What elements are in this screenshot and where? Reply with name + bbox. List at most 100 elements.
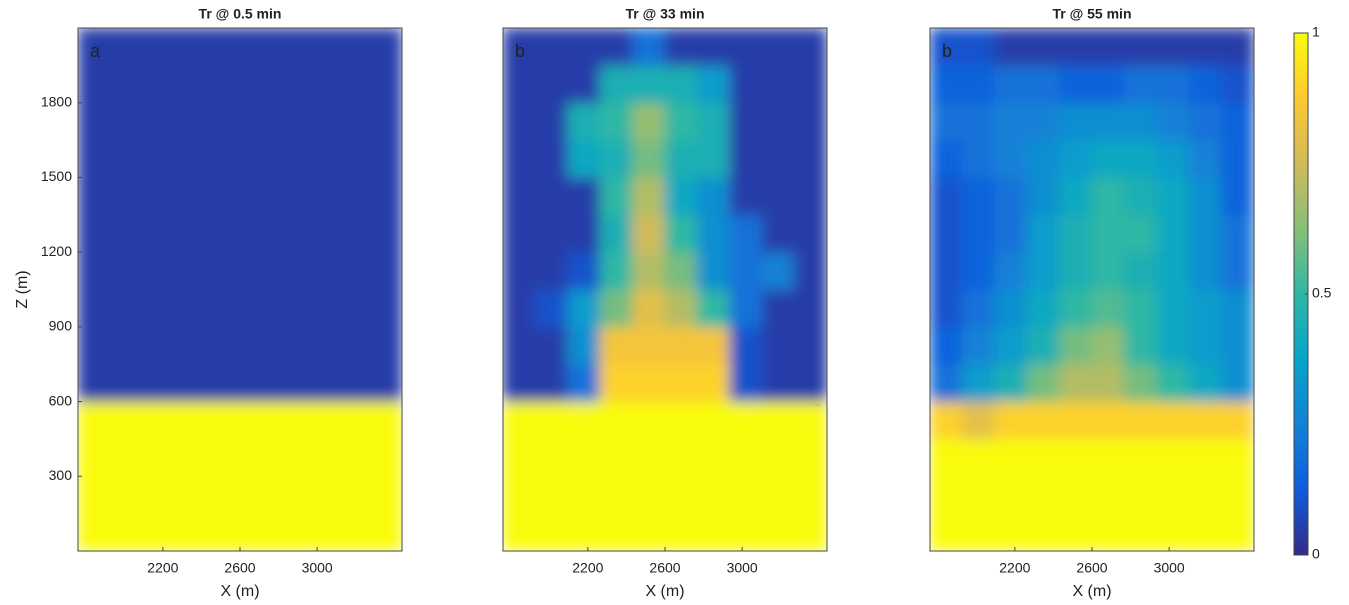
- cell: [142, 64, 176, 104]
- cell: [1026, 289, 1061, 328]
- cell: [78, 513, 111, 551]
- cell: [664, 513, 698, 551]
- cell: [567, 102, 601, 141]
- cell: [534, 513, 569, 551]
- cell: [1091, 289, 1125, 328]
- cell: [207, 251, 241, 290]
- cell: [1091, 438, 1125, 477]
- cell: [109, 176, 144, 216]
- x-tick-label: 3000: [1154, 560, 1185, 576]
- cell: [930, 363, 963, 403]
- cell: [336, 401, 371, 440]
- cell: [761, 251, 796, 290]
- cell: [1059, 251, 1093, 290]
- cell: [1123, 438, 1158, 477]
- cell: [1221, 326, 1254, 365]
- cell: [142, 475, 176, 515]
- cell: [994, 513, 1028, 551]
- cell: [1188, 363, 1223, 403]
- cell: [994, 289, 1028, 328]
- cell: [271, 28, 306, 66]
- cell: [369, 363, 402, 403]
- cell: [632, 289, 666, 328]
- cell: [930, 139, 963, 178]
- cell: [503, 251, 536, 290]
- cell: [1026, 64, 1061, 104]
- cell: [336, 289, 371, 328]
- cell: [271, 401, 306, 440]
- cell: [534, 363, 569, 403]
- cell: [599, 363, 634, 403]
- cell: [174, 289, 209, 328]
- cell: [239, 438, 273, 477]
- cell: [632, 326, 666, 365]
- cell: [1123, 475, 1158, 515]
- cell: [1188, 438, 1223, 477]
- cell: [994, 475, 1028, 515]
- cell: [109, 363, 144, 403]
- y-tick-label: 900: [49, 318, 73, 334]
- cell: [369, 28, 402, 66]
- cell: [304, 176, 338, 216]
- cell: [207, 401, 241, 440]
- cell: [369, 64, 402, 104]
- cell: [369, 513, 402, 551]
- cell: [1156, 102, 1190, 141]
- cell: [304, 401, 338, 440]
- cell: [109, 513, 144, 551]
- cell: [207, 176, 241, 216]
- cell: [1221, 28, 1254, 66]
- cell: [78, 363, 111, 403]
- cell: [567, 513, 601, 551]
- cell: [794, 401, 827, 440]
- colorbar-tick-label: 0: [1312, 546, 1320, 562]
- cell: [729, 326, 763, 365]
- cell: [761, 513, 796, 551]
- cell: [207, 214, 241, 253]
- cell: [109, 289, 144, 328]
- cell: [729, 28, 763, 66]
- cell: [304, 139, 338, 178]
- cell: [1026, 475, 1061, 515]
- cell: [174, 102, 209, 141]
- cell: [304, 475, 338, 515]
- cell: [994, 214, 1028, 253]
- cell: [994, 251, 1028, 290]
- cell: [696, 176, 731, 216]
- cell: [632, 214, 666, 253]
- cell: [1091, 326, 1125, 365]
- cell: [109, 64, 144, 104]
- cell: [1123, 513, 1158, 551]
- cell: [664, 28, 698, 66]
- cell: [632, 176, 666, 216]
- cell: [207, 363, 241, 403]
- x-tick-label: 2600: [649, 560, 680, 576]
- cell: [599, 28, 634, 66]
- cell: [109, 438, 144, 477]
- cell: [696, 438, 731, 477]
- cell: [1091, 363, 1125, 403]
- x-tick-label: 2600: [1076, 560, 1107, 576]
- cell: [174, 28, 209, 66]
- cell: [336, 64, 371, 104]
- panel-letter: b: [942, 41, 952, 61]
- cell: [1123, 289, 1158, 328]
- cell: [239, 28, 273, 66]
- cell: [109, 326, 144, 365]
- cell: [1123, 176, 1158, 216]
- cell: [1091, 513, 1125, 551]
- cell: [961, 401, 996, 440]
- cell: [142, 438, 176, 477]
- cell: [271, 289, 306, 328]
- cell: [503, 475, 536, 515]
- cell: [1091, 401, 1125, 440]
- cell: [207, 28, 241, 66]
- cell: [599, 176, 634, 216]
- cell: [567, 64, 601, 104]
- cell: [729, 251, 763, 290]
- cell: [142, 139, 176, 178]
- cell: [1026, 401, 1061, 440]
- cell: [599, 139, 634, 178]
- cell: [271, 176, 306, 216]
- cell: [729, 363, 763, 403]
